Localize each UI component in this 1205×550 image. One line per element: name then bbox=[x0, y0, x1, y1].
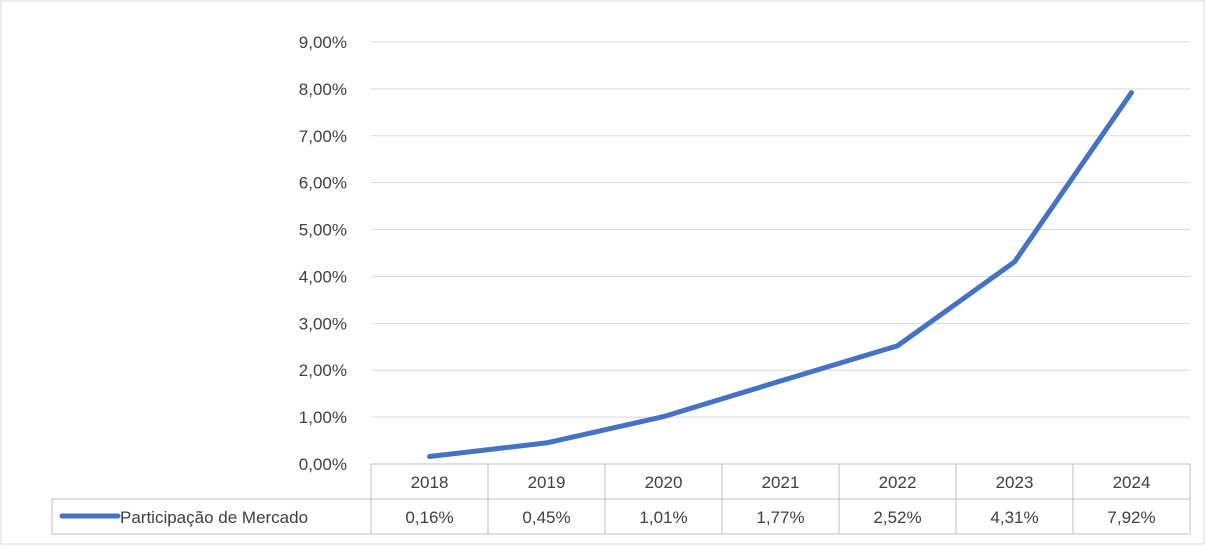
y-tick-label: 2,00% bbox=[299, 361, 347, 380]
x-tick-label: 2024 bbox=[1113, 473, 1151, 492]
x-tick-label: 2021 bbox=[762, 473, 800, 492]
data-table-value: 1,01% bbox=[639, 508, 687, 527]
data-table-value: 4,31% bbox=[990, 508, 1038, 527]
x-tick-label: 2023 bbox=[996, 473, 1034, 492]
y-tick-label: 3,00% bbox=[299, 314, 347, 333]
y-tick-label: 5,00% bbox=[299, 221, 347, 240]
y-tick-label: 4,00% bbox=[299, 267, 347, 286]
data-table-value: 0,16% bbox=[405, 508, 453, 527]
y-tick-label: 9,00% bbox=[299, 33, 347, 52]
x-tick-label: 2018 bbox=[411, 473, 449, 492]
y-tick-label: 0,00% bbox=[299, 455, 347, 474]
legend-label: Participação de Mercado bbox=[120, 508, 308, 527]
data-table-value: 7,92% bbox=[1107, 508, 1155, 527]
y-tick-label: 7,00% bbox=[299, 127, 347, 146]
y-tick-label: 8,00% bbox=[299, 80, 347, 99]
x-tick-label: 2020 bbox=[645, 473, 683, 492]
y-tick-label: 1,00% bbox=[299, 408, 347, 427]
data-table-value: 1,77% bbox=[756, 508, 804, 527]
data-table-value: 0,45% bbox=[522, 508, 570, 527]
y-tick-label: 6,00% bbox=[299, 174, 347, 193]
x-tick-label: 2019 bbox=[528, 473, 566, 492]
data-table-value: 2,52% bbox=[873, 508, 921, 527]
x-tick-label: 2022 bbox=[879, 473, 917, 492]
